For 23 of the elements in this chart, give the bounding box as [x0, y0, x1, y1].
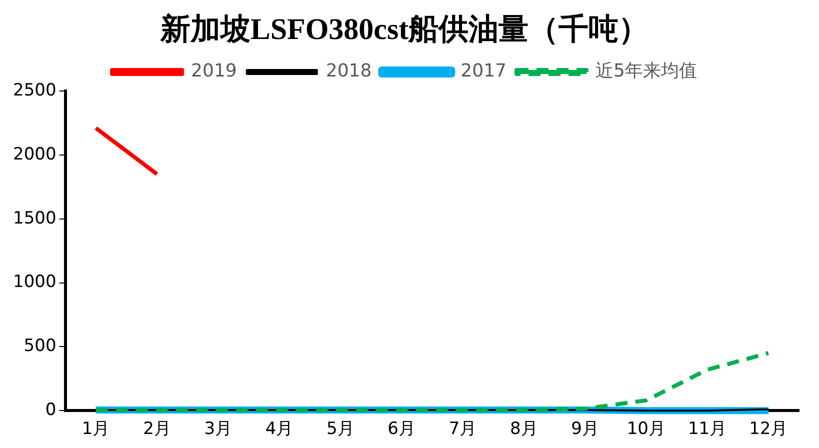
x-tick-label: 2月 — [143, 419, 171, 440]
x-tick-label: 4月 — [265, 419, 294, 440]
y-tick-label: 0 — [45, 400, 56, 420]
x-tick-label: 7月 — [448, 419, 477, 440]
x-tick-label: 3月 — [204, 419, 232, 440]
y-tick-label: 500 — [24, 336, 56, 356]
x-tick-label: 11月 — [688, 419, 727, 440]
x-tick-label: 12月 — [749, 419, 788, 440]
y-tick-label: 2500 — [13, 80, 56, 100]
legend-label: 2018 — [326, 60, 372, 82]
legend-label: 2017 — [460, 60, 506, 82]
x-tick-label: 10月 — [626, 419, 666, 440]
chart-title: 新加坡LSFO380cst船供油量（千吨） — [159, 12, 649, 46]
y-tick-label: 2000 — [13, 144, 56, 164]
y-tick-label: 1500 — [13, 208, 56, 228]
x-tick-label: 1月 — [82, 419, 110, 440]
x-tick-label: 5月 — [326, 419, 354, 440]
legend-label: 2019 — [191, 60, 237, 82]
x-tick-label: 6月 — [388, 419, 416, 440]
x-tick-label: 9月 — [571, 419, 599, 440]
legend-label: 近5年来均值 — [595, 60, 697, 82]
x-tick-label: 8月 — [510, 419, 538, 440]
y-tick-label: 1000 — [13, 272, 56, 292]
